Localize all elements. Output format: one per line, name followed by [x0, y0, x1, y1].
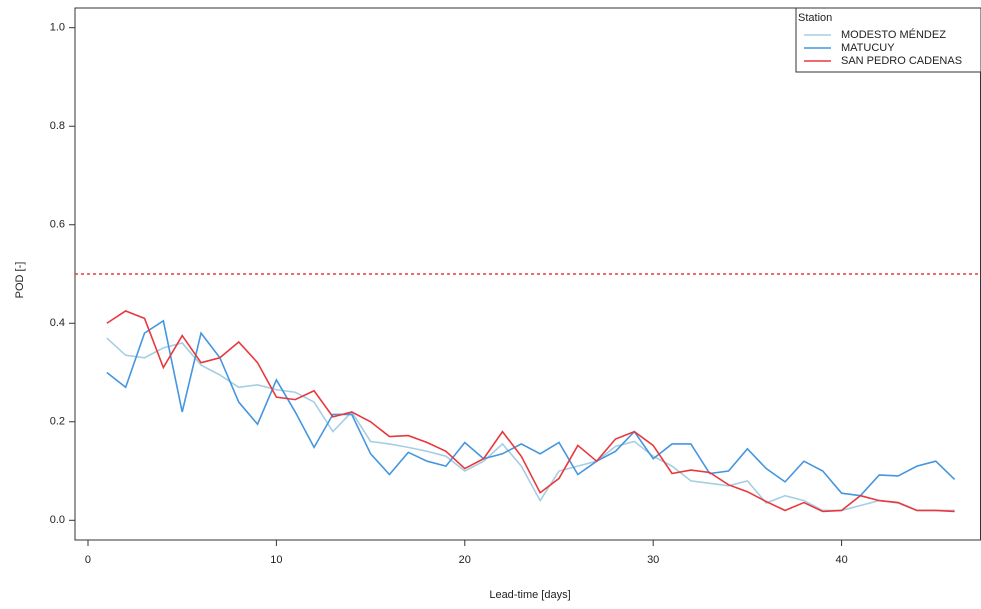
series-line [106, 337, 955, 512]
y-tick-label: 0.6 [50, 219, 65, 231]
series-line [106, 319, 956, 497]
legend-title: Station [798, 12, 832, 24]
y-tick-label: 0.0 [50, 514, 65, 526]
x-tick-label: 0 [85, 554, 91, 566]
x-tick-label: 30 [647, 554, 659, 566]
x-tick-label: 40 [835, 554, 847, 566]
y-tick-label: 0.4 [50, 317, 65, 329]
y-tick-label: 0.8 [50, 120, 65, 132]
legend-label: MODESTO MÉNDEZ [841, 28, 946, 41]
y-axis-label: POD [-] [14, 262, 26, 299]
x-axis-label: Lead-time [days] [489, 589, 570, 601]
y-tick-label: 1.0 [50, 22, 65, 34]
legend-label: SAN PEDRO CADENAS [841, 55, 962, 67]
series-line [106, 310, 955, 513]
legend-label: MATUCUY [841, 42, 895, 54]
x-tick-label: 20 [459, 554, 471, 566]
x-tick-label: 10 [270, 554, 282, 566]
y-tick-label: 0.2 [50, 416, 65, 428]
